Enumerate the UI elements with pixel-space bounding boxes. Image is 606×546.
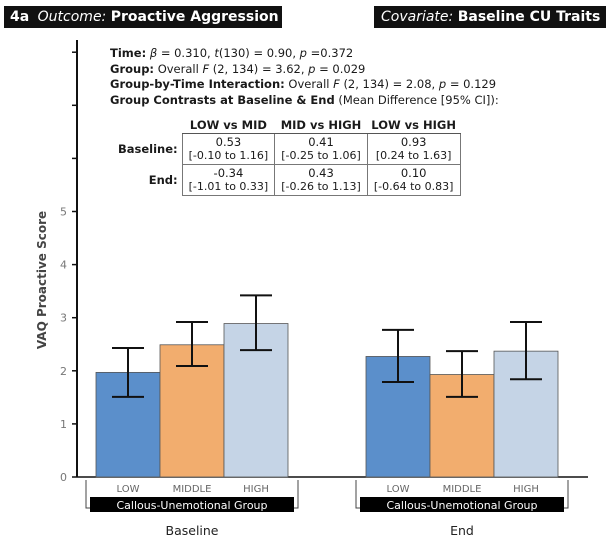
table-cell: -0.34 [-1.01 to 0.33] (181, 164, 276, 196)
table-cell: 0.43 [-0.26 to 1.13] (274, 164, 368, 196)
outcome-value: Proactive Aggression (110, 9, 279, 25)
x-tick-label: HIGH (513, 484, 539, 495)
table-cell: 0.93 [0.24 to 1.63] (366, 133, 461, 165)
x-tick-label: LOW (387, 484, 410, 495)
row-label: Baseline: (118, 141, 178, 156)
table-cell: 0.53 [-0.10 to 1.16] (181, 133, 276, 165)
time-stat-label: Time: (110, 46, 147, 60)
group-f-value: (2, 134) = 3.62, (212, 61, 305, 76)
p-symbol: p (308, 61, 316, 76)
table-cell: 0.10 [-0.64 to 0.83] (366, 164, 461, 196)
f-symbol: F (202, 61, 210, 76)
contrast-header-row: LOW vs MID MID vs HIGH LOW vs HIGH (112, 118, 460, 134)
x-tick-label: HIGH (243, 484, 269, 495)
table-cell: 0.41 [-0.25 to 1.06] (274, 133, 368, 165)
mean-diff: 0.10 (400, 166, 427, 180)
covariate-value: Baseline CU Traits (457, 9, 601, 25)
interaction-stat: Group-by-Time Interaction: Overall F (2,… (110, 77, 499, 93)
group-overall: Overall (157, 61, 199, 76)
x-tick-label: MIDDLE (443, 484, 482, 495)
time-p-value: =0.372 (310, 46, 354, 60)
y-tick-label: 1 (60, 418, 67, 431)
x-labels: LOW MIDDLE HIGH Callous-Unemotional Group Ba… (85, 480, 569, 538)
y-tick-label: 2 (60, 365, 67, 378)
y-ticks: 0 1 2 3 4 5 (60, 51, 77, 484)
p-symbol: p (438, 77, 447, 92)
mean-diff: 0.93 (400, 135, 427, 149)
group-p-value: = 0.029 (319, 61, 366, 76)
chart-header-left: 4a Outcome: Proactive Aggression (4, 6, 282, 28)
group-axis-label: Callous-Unemotional Group (386, 499, 537, 512)
mean-diff: 0.53 (215, 135, 242, 149)
group-label-box (90, 497, 294, 512)
ci-range: [-1.01 to 0.33] (188, 180, 269, 193)
x-tick-label: LOW (117, 484, 140, 495)
column-header: LOW vs MID (182, 118, 275, 134)
interaction-overall: Overall (288, 77, 330, 92)
table-row: Baseline: 0.53 [-0.10 to 1.16] 0.41 [-0.25… (112, 133, 461, 165)
stats-block: Time: β = 0.310, t(130) = 0.90, p =0.372… (110, 46, 499, 108)
time-label: End (450, 523, 474, 538)
mean-diff: -0.34 (213, 166, 244, 180)
figure-key: 4a (10, 9, 30, 25)
interaction-f-value: (2, 134) = 2.08, (343, 77, 436, 92)
ci-range: [-0.10 to 1.16] (188, 149, 269, 162)
interaction-p-value: = 0.129 (449, 77, 497, 92)
column-header: LOW vs HIGH (367, 118, 460, 134)
f-symbol: F (333, 77, 340, 92)
contrasts-note: (Mean Difference [95% CI]): (338, 92, 499, 107)
column-header: MID vs HIGH (274, 118, 368, 134)
interaction-stat-label: Group-by-Time Interaction: (110, 77, 285, 92)
ci-range: [0.24 to 1.63] (375, 149, 452, 162)
y-tick-label: 5 (60, 206, 67, 219)
contrasts-heading: Group Contrasts at Baseline & End (Mean … (110, 93, 499, 109)
mean-diff: 0.41 (308, 135, 334, 149)
time-label: Baseline (166, 523, 219, 538)
beta-value: = 0.310, (160, 46, 211, 60)
t-value: (130) = 0.90, (218, 46, 297, 60)
outcome-label: Outcome: (37, 9, 107, 25)
row-label: End: (148, 172, 178, 187)
x-tick-label: MIDDLE (173, 484, 212, 495)
ci-range: [-0.25 to 1.06] (281, 149, 361, 162)
error-bars (112, 294, 542, 398)
group-stat-label: Group: (110, 61, 155, 76)
contrasts-heading-label: Group Contrasts at Baseline & End (110, 92, 335, 107)
p-symbol: p (299, 46, 307, 60)
chart-header-right: Covariate: Baseline CU Traits (374, 6, 606, 28)
group-axis-label: Callous-Unemotional Group (116, 499, 267, 512)
contrast-table: LOW vs MID MID vs HIGH LOW vs HIGH Basel… (112, 118, 461, 196)
group-stat: Group: Overall F (2, 134) = 3.62, p = 0.… (110, 62, 499, 78)
t-symbol: t (214, 46, 219, 60)
y-axis-label: VAQ Proactive Score (35, 211, 49, 349)
ci-range: [-0.64 to 0.83] (373, 180, 454, 193)
group-label-box (360, 497, 564, 512)
ci-range: [-0.26 to 1.13] (281, 180, 361, 193)
mean-diff: 0.43 (308, 166, 334, 180)
y-tick-label: 0 (60, 471, 67, 484)
y-tick-label: 3 (60, 312, 67, 325)
bars (95, 323, 559, 478)
table-row: End: -0.34 [-1.01 to 0.33] 0.43 [-0.26 to … (112, 164, 461, 196)
covariate-label: Covariate: (381, 9, 454, 25)
beta-symbol: β (149, 46, 158, 60)
time-stat: Time: β = 0.310, t(130) = 0.90, p =0.372 (110, 46, 499, 62)
y-tick-label: 4 (60, 259, 67, 272)
